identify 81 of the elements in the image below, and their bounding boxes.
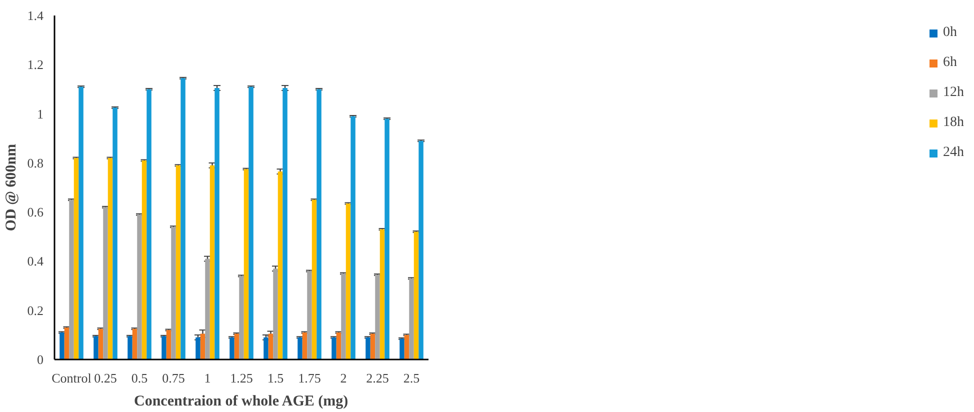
bar [316,89,322,360]
bar [239,276,244,360]
bar [162,336,166,360]
legend-label: 18h [943,115,964,131]
bar [64,328,70,360]
bar [298,337,302,360]
y-tick-label: 1 [37,106,44,122]
y-tick-label: 0.8 [27,155,44,170]
bar [214,88,220,360]
y-tick-label: 1.2 [27,57,44,72]
bar [234,334,240,360]
bar [78,86,84,360]
y-tick-label: 0.2 [27,302,44,318]
bar [210,165,215,360]
bar [74,158,79,360]
bar [137,214,142,360]
y-axis-title: OD @ 600nm [3,143,20,232]
bar [336,332,342,360]
bar [244,169,249,360]
bar [312,200,317,360]
x-tick-label: 0.75 [162,370,185,386]
bar [128,336,132,360]
bar [380,229,385,360]
x-tick-label: 2.25 [366,370,389,386]
bar [200,334,206,360]
legend-label: 12h [943,85,964,101]
bar [108,158,113,360]
x-tick-label: 0.25 [94,370,117,386]
x-tick-label: 1 [204,370,211,386]
bar [264,337,268,360]
bar [112,108,118,360]
bar [142,160,147,360]
bar [400,338,404,360]
bar [341,274,346,360]
bar [278,172,283,360]
legend-label: 6h [943,55,958,71]
bar [180,78,186,360]
bar [370,334,376,360]
y-tick-label: 0.4 [27,254,44,269]
bar [248,86,254,360]
y-tick-label: 1.4 [27,8,44,23]
bar [346,203,351,360]
bar [418,140,424,360]
bar [171,226,176,360]
bar [273,268,278,360]
bar [366,337,370,360]
bar [69,200,74,360]
bar [375,274,380,360]
bar [132,328,138,360]
bar [146,89,152,360]
x-tick-label: 2.5 [403,370,420,386]
x-tick-label: 1.75 [298,370,321,386]
bar [414,232,419,360]
bar [404,334,410,360]
y-tick-label: 0.6 [27,204,44,220]
x-axis-title: Concentraion of whole AGE (mg) [134,394,348,410]
bar [307,271,312,360]
x-tick-label: 1.25 [230,370,253,386]
bar [205,258,210,360]
bar [196,337,200,360]
bar [268,334,274,360]
legend-label: 24h [943,145,964,161]
y-tick-label: 0 [37,352,44,367]
bar [166,330,172,360]
bar [230,337,234,360]
bar [94,336,98,360]
bar [98,328,104,360]
bar [282,88,288,360]
bar [60,332,64,360]
bar [409,278,414,360]
bar [176,165,181,360]
bar [302,332,308,360]
bar [384,118,390,360]
bar [350,116,356,360]
bar [103,207,108,360]
x-tick-label: 2 [340,370,347,386]
x-tick-label: Control [52,370,92,386]
bar [332,337,336,360]
legend-label: 0h [943,25,958,41]
x-tick-label: 1.5 [267,370,284,386]
x-tick-label: 0.5 [131,370,148,386]
